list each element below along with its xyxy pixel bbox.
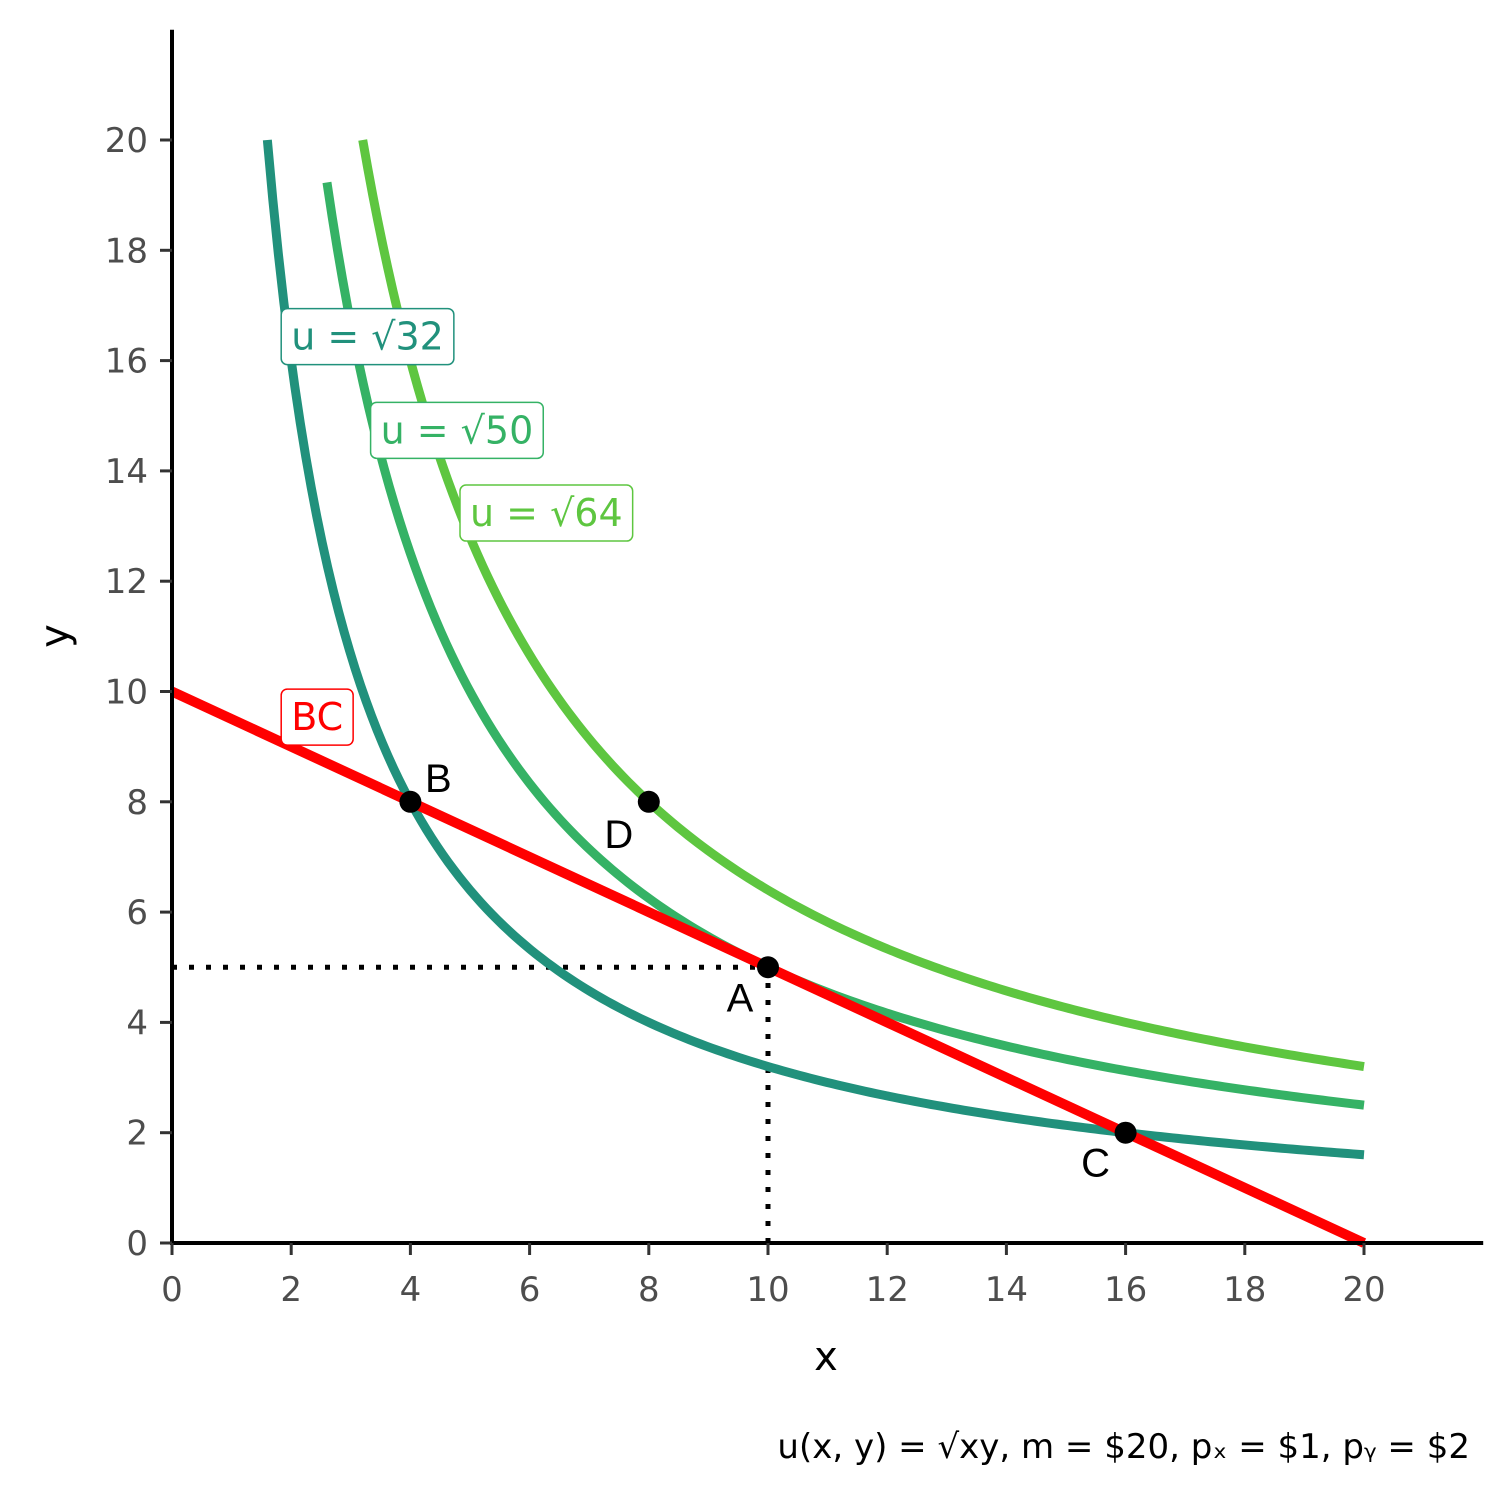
curve-label-3-text: u = √64 — [470, 491, 623, 535]
budget-constraint-label-text: BC — [291, 695, 343, 739]
points: A B C D — [399, 757, 1137, 1186]
indifference-curves — [262, 139, 1365, 1160]
point-label-b: B — [425, 757, 452, 801]
y-tick-label: 4 — [126, 1003, 148, 1043]
indifference-curve-1 — [262, 139, 1365, 1160]
point-c — [1114, 1121, 1137, 1144]
point-a — [757, 956, 779, 979]
y-tick-label: 8 — [126, 783, 148, 823]
point-d — [637, 790, 660, 813]
point-label-a: A — [727, 976, 754, 1020]
x-tick-label: 2 — [280, 1270, 302, 1310]
curve-label-2-text: u = √50 — [381, 408, 534, 452]
y-tick-label: 12 — [105, 562, 148, 602]
y-tick-label: 2 — [126, 1114, 148, 1154]
indifference-curve-3 — [358, 139, 1365, 1071]
x-axis-title: x — [814, 1334, 838, 1380]
x-tick-label: 14 — [985, 1270, 1028, 1310]
x-tick-label: 10 — [746, 1270, 789, 1310]
x-tick-label: 0 — [161, 1270, 183, 1310]
point-b — [399, 790, 422, 813]
y-axis-title: y — [32, 624, 78, 648]
x-tick-label: 12 — [866, 1270, 909, 1310]
x-tick-label: 18 — [1223, 1270, 1266, 1310]
curve-label-1: u = √32 — [280, 307, 455, 366]
y-tick-label: 10 — [105, 673, 148, 713]
point-label-c: C — [1081, 1142, 1110, 1186]
point-label-d: D — [604, 813, 633, 857]
y-tick-label: 18 — [105, 231, 148, 271]
curve-label-1-box — [280, 307, 455, 366]
y-tick-label: 16 — [105, 342, 148, 382]
curve-label-3: u = √64 — [459, 484, 634, 542]
budget-constraint-label-box — [280, 688, 354, 746]
x-tick-label: 4 — [400, 1270, 422, 1310]
labels: u = √32 u = √50 u = √64 BC — [280, 307, 634, 746]
curve-label-2-box — [369, 401, 545, 460]
y-tick-label: 14 — [105, 452, 148, 492]
x-tick-label: 8 — [638, 1270, 660, 1310]
y-tick-label: 6 — [126, 893, 148, 933]
curve-label-3-box — [459, 484, 634, 542]
curve-label-1-text: u = √32 — [291, 315, 444, 359]
chart-caption: u(x, y) = √xy, m = $20, pₓ = $1, pᵧ = $2 — [777, 1427, 1470, 1467]
budget-constraint-label: BC — [280, 688, 354, 746]
x-tick-label: 20 — [1342, 1270, 1385, 1310]
curve-label-2: u = √50 — [369, 401, 545, 460]
reference-lines — [172, 964, 771, 1243]
x-tick-label: 16 — [1104, 1270, 1147, 1310]
x-tick-label: 6 — [519, 1270, 541, 1310]
y-tick-label: 20 — [105, 121, 148, 161]
y-tick-label: 0 — [126, 1224, 148, 1264]
axes: 0 2 4 6 8 10 12 14 16 18 20 0 2 4 6 8 10 12 14 16 18 20 — [105, 29, 1484, 1310]
